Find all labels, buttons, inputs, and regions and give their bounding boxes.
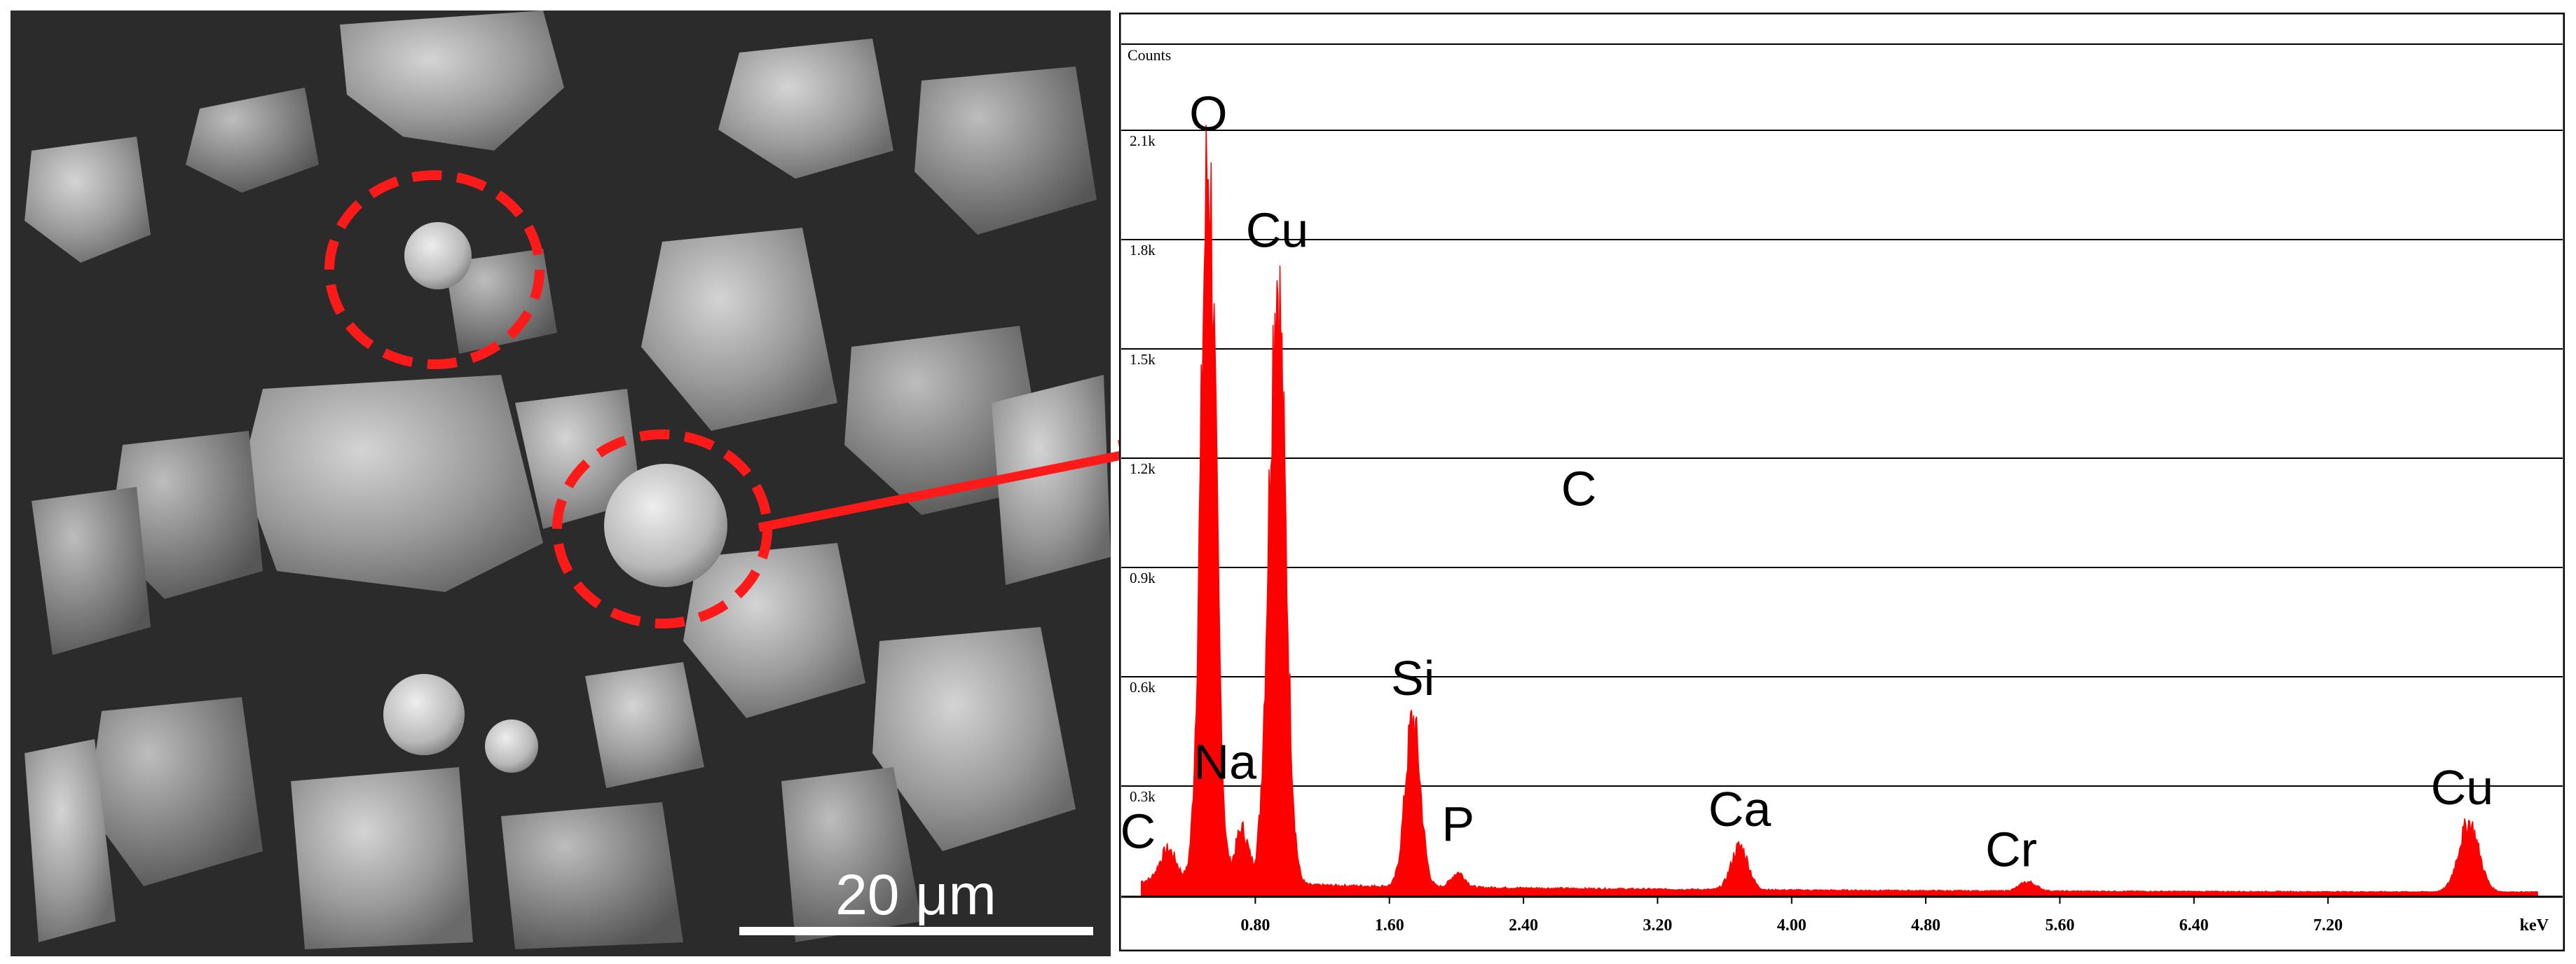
y-tick-label: 0.6k xyxy=(1130,679,1156,696)
peak-label: Cu xyxy=(2431,760,2493,815)
x-tick-label: 4.00 xyxy=(1777,916,1807,935)
peak-labels: O Cu C Si Na P Ca Cr C Cu xyxy=(1121,86,2494,876)
y-tick-label: 1.5k xyxy=(1130,351,1156,368)
y-tick-label: 0.3k xyxy=(1130,788,1156,805)
x-tick-label: 4.80 xyxy=(1911,916,1940,935)
peak-label: Cu xyxy=(1246,202,1308,257)
x-tick-label: 7.20 xyxy=(2313,916,2343,935)
particle-cluster xyxy=(25,11,1111,949)
grid-lines xyxy=(1121,43,2563,787)
x-tick-label: 6.40 xyxy=(2179,916,2209,935)
peak-label: Na xyxy=(1194,735,1257,790)
y-axis-label: Counts xyxy=(1128,46,1171,64)
x-tick-label: 2.40 xyxy=(1509,916,1538,935)
x-tick-label: 5.60 xyxy=(2045,916,2074,935)
highlight-circle xyxy=(324,170,544,369)
peak-label: O xyxy=(1189,86,1227,141)
peak-label: Si xyxy=(1391,651,1434,705)
eds-spectrum-chart: Counts 0.3k 0.6k 0.9k 1.2k 1.5k 1.8k 2.1k 0.80… xyxy=(1119,13,2565,951)
peak-label: C xyxy=(1561,462,1597,516)
scale-bar xyxy=(739,927,1093,935)
x-tick-label: 1.60 xyxy=(1375,916,1404,935)
sem-micrograph: 20 μm xyxy=(11,11,1111,956)
y-tick-label: 2.1k xyxy=(1130,132,1156,149)
x-tick-labels: 0.80 1.60 2.40 3.20 4.00 4.80 5.60 6.40 7.20 xyxy=(1240,897,2343,935)
peak-label: Cr xyxy=(1985,822,2037,876)
peak-label: C xyxy=(1121,804,1156,858)
y-tick-label: 1.8k xyxy=(1130,242,1156,259)
y-tick-labels: 0.3k 0.6k 0.9k 1.2k 1.5k 1.8k 2.1k xyxy=(1130,132,1156,805)
x-tick-label: 0.80 xyxy=(1240,916,1270,935)
scale-bar-label: 20 μm xyxy=(835,863,996,927)
arrow-line xyxy=(758,450,1123,532)
peak-label: Ca xyxy=(1708,782,1772,836)
x-axis-label: keV xyxy=(2520,916,2549,935)
x-tick-label: 3.20 xyxy=(1643,916,1672,935)
peak-label: P xyxy=(1441,797,1474,851)
y-tick-label: 1.2k xyxy=(1130,460,1156,477)
y-tick-label: 0.9k xyxy=(1130,570,1156,586)
chart-frame xyxy=(1119,13,2565,951)
spectrum-series xyxy=(1140,125,2538,896)
